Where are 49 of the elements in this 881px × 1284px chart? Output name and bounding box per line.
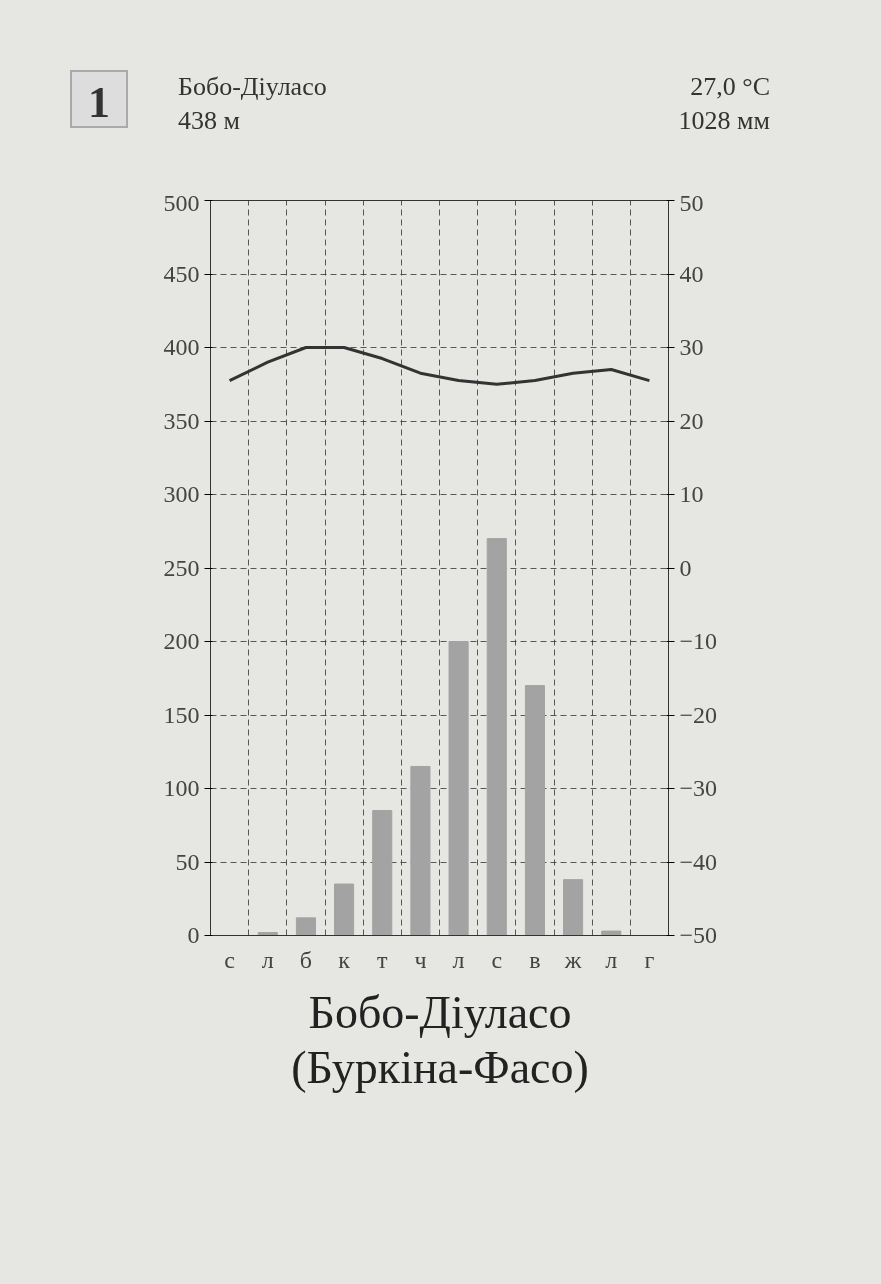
y-tick-label: 500 (163, 189, 200, 216)
bar (334, 883, 355, 936)
bar (410, 765, 431, 936)
bar (448, 641, 469, 936)
y2-tick-label: 20 (679, 407, 704, 434)
x-tick-label: т (377, 946, 389, 973)
y-tick-label: 50 (175, 848, 200, 875)
x-tick-label: л (605, 946, 618, 973)
y2-tick-label: −10 (679, 628, 718, 654)
y-tick-label: 150 (163, 701, 200, 728)
text: 1 (70, 70, 128, 128)
y-tick-label: 350 (163, 407, 200, 434)
y2-tick-label: −40 (679, 848, 718, 875)
text: 1028 мм (678, 105, 770, 135)
x-tick-label: с (224, 946, 235, 973)
x-tick-label: л (452, 946, 465, 973)
bar (601, 930, 622, 936)
x-tick-label: л (261, 946, 274, 973)
y-tick-label: 300 (163, 481, 200, 507)
x-tick-label: с (491, 946, 503, 973)
y2-tick-label: −20 (679, 701, 718, 728)
y-tick-label: 400 (163, 334, 200, 360)
y2-tick-label: 50 (679, 189, 704, 216)
bar (372, 810, 393, 936)
bar (295, 917, 316, 936)
y-tick-label: 200 (163, 628, 200, 654)
x-tick-label: б (299, 946, 313, 973)
y2-tick-label: −50 (679, 922, 718, 948)
text: Бобо-Діуласо (Буркіна-Фасо) (290, 986, 590, 1096)
text: 438 м (178, 105, 240, 135)
text: Бобо-Діуласо (178, 72, 327, 101)
x-tick-label: ч (414, 946, 427, 973)
x-tick-label: ж (563, 946, 582, 973)
y2-tick-label: 30 (679, 334, 704, 360)
bar (524, 685, 545, 936)
y-tick-label: 450 (163, 260, 200, 287)
y-tick-label: 250 (163, 554, 200, 581)
y2-tick-label: −30 (679, 775, 718, 801)
y2-tick-label: 10 (679, 481, 704, 507)
x-tick-label: к (338, 946, 351, 973)
y2-tick-label: 0 (679, 554, 692, 581)
bar (563, 879, 584, 936)
bar (486, 538, 507, 936)
x-tick-label: в (529, 946, 541, 973)
y-tick-label: 0 (187, 922, 200, 948)
y2-tick-label: 40 (679, 260, 704, 287)
x-tick-label: г (644, 946, 655, 973)
text: 27,0 °C (690, 72, 770, 101)
y-tick-label: 100 (163, 775, 200, 801)
